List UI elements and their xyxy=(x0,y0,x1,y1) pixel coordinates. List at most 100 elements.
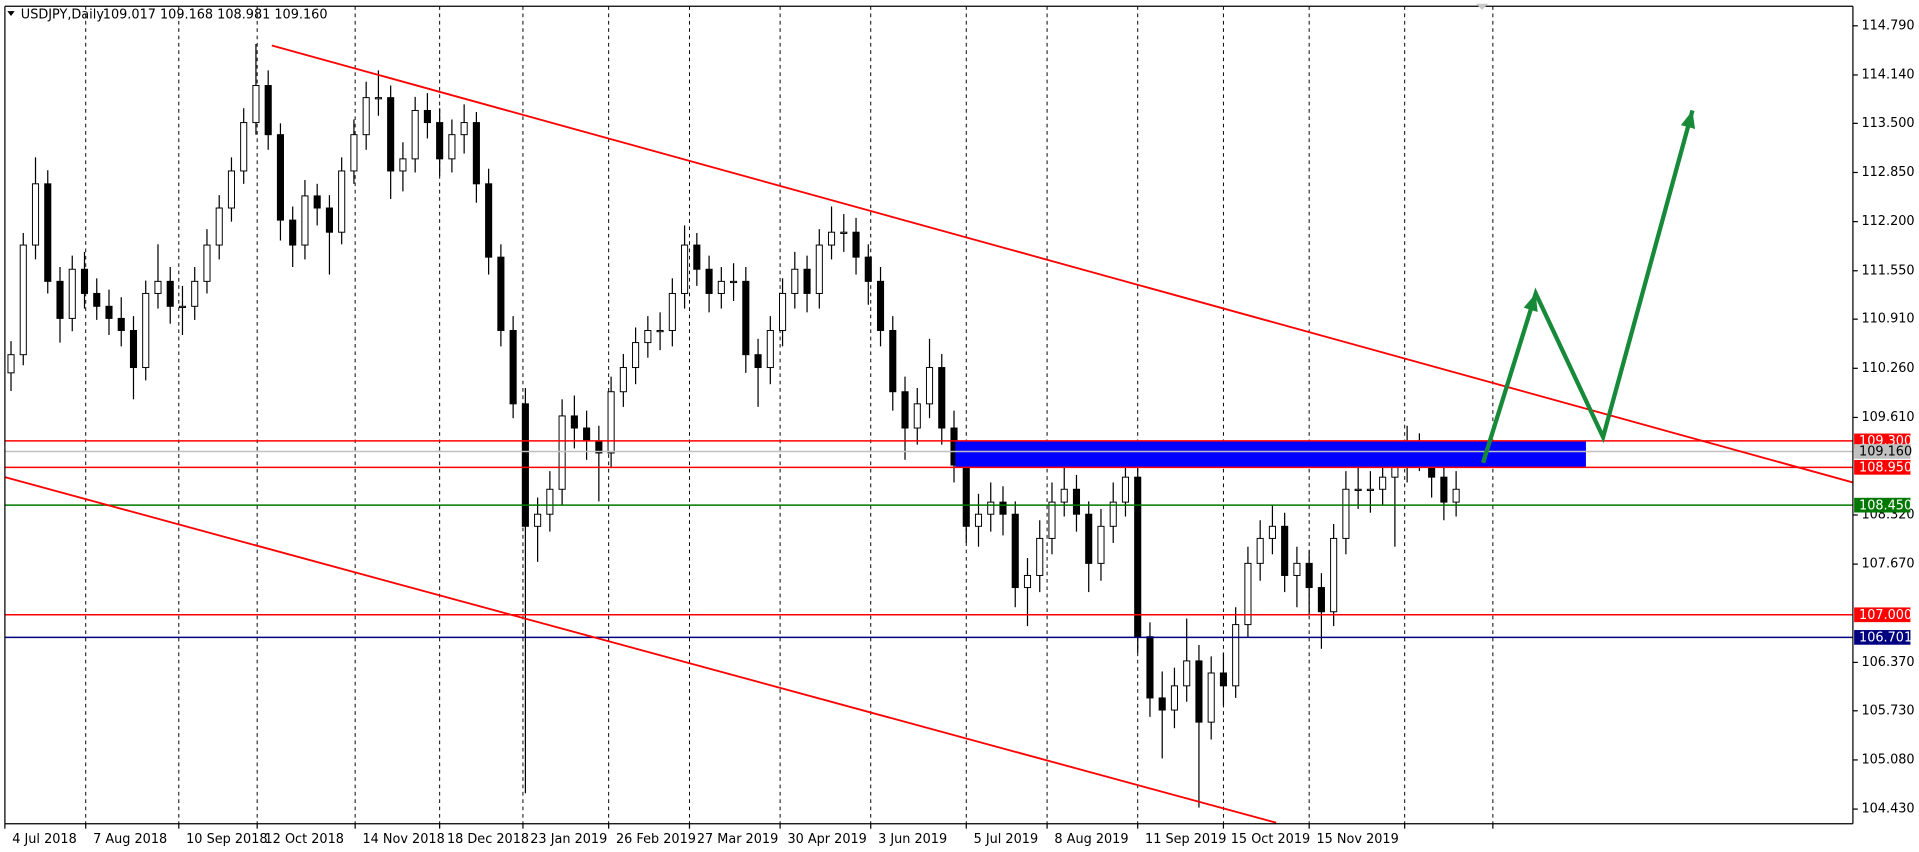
candle-body xyxy=(656,330,664,333)
level-label-box xyxy=(1854,444,1911,459)
candle-body xyxy=(374,97,382,100)
level-label: 108.450 xyxy=(1859,498,1912,513)
arrow-head xyxy=(1680,110,1696,129)
x-tick-label: 30 Apr 2019 xyxy=(787,832,866,847)
candle-body xyxy=(852,231,860,258)
level-label-box xyxy=(1854,607,1911,623)
x-tick-label: 4 Jul 2018 xyxy=(12,832,77,847)
candle-body xyxy=(215,207,223,246)
candle-body xyxy=(93,292,101,307)
candle-body xyxy=(485,183,493,258)
candle-body xyxy=(754,354,762,369)
candle-body xyxy=(313,195,321,209)
candle-body xyxy=(558,415,566,490)
candle-body xyxy=(521,403,529,527)
level-label-box xyxy=(1854,630,1911,645)
candle-body xyxy=(1293,562,1301,576)
candle-body xyxy=(142,292,150,369)
level-label-box xyxy=(1854,459,1911,475)
y-tick-label: 114.790 xyxy=(1861,18,1914,33)
candle-body xyxy=(80,268,89,294)
candle-body xyxy=(1219,672,1227,687)
x-tick-label: 7 Aug 2018 xyxy=(93,832,167,847)
trendline xyxy=(4,476,1277,824)
y-tick-label: 112.850 xyxy=(1861,165,1914,180)
candle-body xyxy=(864,256,872,282)
candle-body xyxy=(619,367,627,393)
axes: USDJPY,Daily 109.017 109.168 108.981 109… xyxy=(4,3,1915,847)
candle-body xyxy=(399,158,407,172)
level-label: 107.000 xyxy=(1859,608,1912,623)
candle-body xyxy=(472,122,480,185)
y-tick-label: 110.260 xyxy=(1861,361,1914,376)
candle-body xyxy=(889,330,897,393)
candle-body xyxy=(362,97,370,136)
candle-body xyxy=(925,367,934,405)
candle-body xyxy=(1170,685,1178,711)
candle-body xyxy=(779,292,787,331)
candle-body xyxy=(913,403,921,429)
candle-body xyxy=(1085,513,1093,564)
x-tick-label: 12 Oct 2018 xyxy=(265,832,344,847)
candle-body xyxy=(387,97,395,172)
candle-body xyxy=(252,85,260,124)
chart-subtitle: 109.017 109.168 108.981 109.160 xyxy=(103,7,328,22)
y-tick-label: 107.670 xyxy=(1861,557,1914,572)
x-tick-label: 26 Feb 2019 xyxy=(616,832,696,847)
candle-body xyxy=(632,342,640,369)
candle-body xyxy=(411,109,419,160)
candle-body xyxy=(570,415,578,429)
candle-body xyxy=(693,244,701,270)
candle-body xyxy=(840,231,848,234)
x-tick-label: 23 Jan 2019 xyxy=(530,832,607,847)
header-triangle xyxy=(7,11,15,17)
candle-body xyxy=(227,170,236,209)
candle-body xyxy=(1232,624,1240,687)
candle-body xyxy=(607,391,615,454)
candle-body xyxy=(1183,660,1191,687)
candle-body xyxy=(31,183,40,246)
candle-body xyxy=(1244,562,1252,626)
candle-body xyxy=(423,109,431,124)
x-tick-label: 27 Mar 2019 xyxy=(697,832,778,847)
candle-body xyxy=(276,134,284,221)
candle-body xyxy=(350,134,358,172)
x-tick-label: 3 Jun 2019 xyxy=(878,832,947,847)
x-tick-label: 11 Sep 2019 xyxy=(1145,832,1226,847)
y-tick-label: 113.500 xyxy=(1861,116,1914,131)
candle-body xyxy=(1146,636,1154,699)
y-tick-label: 110.910 xyxy=(1861,312,1914,327)
candle-body xyxy=(191,280,199,307)
x-tick-label: 18 Dec 2018 xyxy=(447,832,529,847)
y-tick-label: 104.430 xyxy=(1861,802,1914,817)
candle-body xyxy=(1354,488,1362,491)
candle-body xyxy=(705,268,713,294)
candle-body xyxy=(448,134,456,160)
candle-body xyxy=(325,207,333,233)
candle-body xyxy=(44,183,52,282)
candle-body xyxy=(974,513,983,527)
candle-body xyxy=(301,195,309,246)
x-tick-label: 5 Jul 2019 xyxy=(974,832,1039,847)
y-tick-label: 109.610 xyxy=(1861,410,1914,425)
candle-body xyxy=(730,280,738,284)
candle-body xyxy=(1195,660,1203,723)
candle-body xyxy=(1379,476,1387,490)
candle-body xyxy=(68,268,76,319)
candle-body xyxy=(1281,525,1289,576)
shift-marker xyxy=(1475,3,1489,10)
y-tick-label: 112.200 xyxy=(1861,214,1914,229)
candle-body xyxy=(178,305,187,309)
candle-body xyxy=(338,170,346,233)
y-tick-label: 111.550 xyxy=(1861,263,1914,278)
candle-body xyxy=(105,305,113,319)
candle-body xyxy=(56,280,64,319)
x-tick-label: 8 Aug 2019 xyxy=(1054,832,1128,847)
candle-body xyxy=(264,85,272,136)
candle-body xyxy=(742,280,750,356)
level-label: 109.160 xyxy=(1859,445,1912,460)
x-tick-label: 15 Oct 2019 xyxy=(1231,832,1310,847)
